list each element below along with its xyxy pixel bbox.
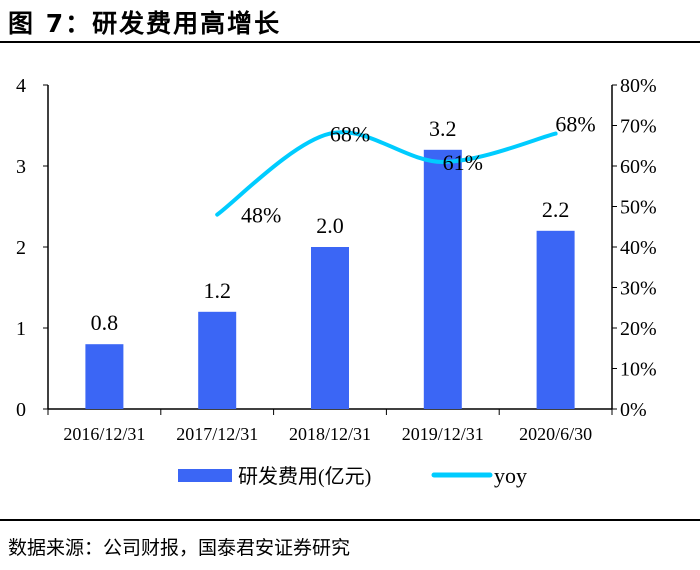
yoy-label: 68%: [330, 122, 370, 147]
yoy-line: [215, 130, 558, 217]
bar-label: 2.2: [542, 197, 570, 222]
x-tick-label: 2020/6/30: [519, 424, 592, 444]
right-tick-label: 40%: [620, 237, 657, 259]
right-tick-label: 70%: [620, 116, 657, 138]
bar: [85, 344, 124, 409]
right-tick-label: 30%: [620, 278, 657, 300]
bar: [198, 311, 237, 409]
left-tick-label: 4: [16, 75, 26, 97]
x-tick-label: 2018/12/31: [289, 424, 371, 444]
source-note: 数据来源：公司财报，国泰君安证券研究: [8, 537, 351, 559]
bar: [311, 247, 349, 409]
bar-label: 0.8: [91, 310, 119, 335]
right-tick-label: 50%: [620, 197, 657, 219]
legend-bar-label: 研发费用(亿元): [238, 465, 371, 488]
yoy-label: 48%: [241, 203, 281, 228]
x-tick-label: 2016/12/31: [63, 424, 145, 444]
bar-label: 3.2: [429, 116, 457, 141]
left-tick-label: 2: [16, 237, 26, 259]
figure-title: 图 7：研发费用高增长: [8, 9, 282, 38]
x-tick-label: 2019/12/31: [402, 424, 484, 444]
legend-bar-swatch: [178, 469, 232, 482]
left-tick-label: 1: [16, 318, 26, 340]
bar: [423, 149, 462, 410]
yoy-label: 61%: [443, 150, 483, 175]
bar-label: 1.2: [203, 278, 231, 303]
bar: [536, 230, 575, 409]
right-tick-label: 10%: [620, 359, 657, 381]
right-tick-label: 0%: [620, 399, 647, 421]
right-tick-label: 80%: [620, 75, 657, 97]
bar-label: 2.0: [316, 213, 344, 238]
left-tick-label: 3: [16, 156, 26, 178]
right-tick-label: 20%: [620, 318, 657, 340]
chart: 012340%10%20%30%40%50%60%70%80%2016/12/3…: [16, 75, 657, 488]
right-tick-label: 60%: [620, 156, 657, 178]
left-tick-label: 0: [16, 399, 26, 421]
legend-line-label: yoy: [494, 463, 527, 488]
source-divider: [0, 519, 700, 521]
title-divider: [0, 41, 700, 43]
yoy-label: 68%: [555, 112, 595, 137]
x-tick-label: 2017/12/31: [176, 424, 258, 444]
